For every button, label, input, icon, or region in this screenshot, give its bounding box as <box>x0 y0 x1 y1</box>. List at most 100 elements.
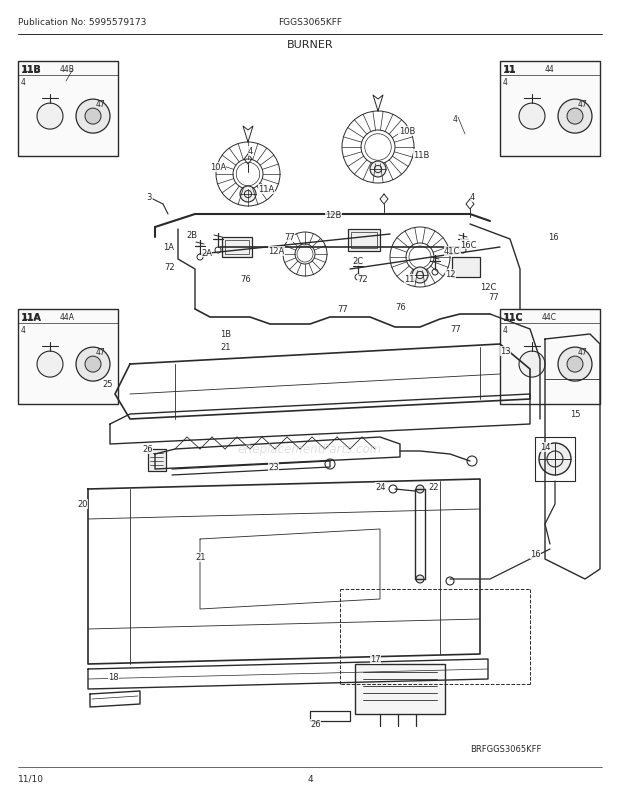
Circle shape <box>558 100 592 134</box>
Text: 44C: 44C <box>542 313 557 322</box>
Circle shape <box>240 187 256 203</box>
Text: 47: 47 <box>578 347 588 357</box>
Text: 1A: 1A <box>163 243 174 252</box>
Text: 41C: 41C <box>444 247 461 256</box>
Text: 11B: 11B <box>413 150 430 160</box>
Text: 25: 25 <box>102 380 112 389</box>
Text: 77: 77 <box>284 233 295 242</box>
Text: 47: 47 <box>96 347 106 357</box>
Text: 16C: 16C <box>460 241 477 249</box>
Text: 77: 77 <box>337 305 348 314</box>
Text: 4: 4 <box>453 115 458 124</box>
Text: 12A: 12A <box>268 247 284 256</box>
Text: 1B: 1B <box>220 330 231 339</box>
Text: 11: 11 <box>404 275 415 284</box>
Circle shape <box>370 162 386 178</box>
Text: 72: 72 <box>357 275 368 284</box>
Text: 44B: 44B <box>60 65 75 74</box>
Text: FGGS3065KFF: FGGS3065KFF <box>278 18 342 27</box>
Text: 11: 11 <box>503 65 515 74</box>
Text: 21: 21 <box>220 343 231 352</box>
Text: 16: 16 <box>530 550 541 559</box>
Text: 77: 77 <box>488 294 498 302</box>
Text: 4: 4 <box>21 326 26 334</box>
Bar <box>355 664 445 714</box>
Bar <box>18 310 118 404</box>
Text: 2B: 2B <box>187 230 198 239</box>
Text: 44: 44 <box>545 65 555 74</box>
Text: 3: 3 <box>146 193 152 202</box>
Text: 44A: 44A <box>60 313 75 322</box>
Circle shape <box>567 109 583 125</box>
Text: 21: 21 <box>195 553 205 561</box>
Text: BRFGGS3065KFF: BRFGGS3065KFF <box>470 744 541 753</box>
Text: 11B: 11B <box>21 65 42 75</box>
Text: 11A: 11A <box>21 313 42 322</box>
Text: 77: 77 <box>450 325 461 334</box>
Text: 10B: 10B <box>399 128 415 136</box>
Bar <box>18 62 118 157</box>
Text: 15: 15 <box>570 410 580 419</box>
Text: 23: 23 <box>268 463 278 472</box>
Text: BURNER: BURNER <box>286 40 334 50</box>
Text: 26: 26 <box>310 719 321 728</box>
Text: 72: 72 <box>164 263 175 272</box>
Text: 20: 20 <box>78 500 88 508</box>
Text: 11B: 11B <box>21 65 40 74</box>
Text: 2A: 2A <box>201 248 212 257</box>
Circle shape <box>85 109 101 125</box>
Text: 2C: 2C <box>352 257 363 266</box>
Circle shape <box>37 351 63 378</box>
Circle shape <box>76 347 110 382</box>
Text: 47: 47 <box>96 100 106 109</box>
Text: 22: 22 <box>428 483 438 492</box>
Text: 26: 26 <box>142 445 153 454</box>
Text: 18: 18 <box>108 673 118 682</box>
Circle shape <box>76 100 110 134</box>
Text: 12: 12 <box>445 270 456 279</box>
Text: 4: 4 <box>248 148 253 156</box>
Circle shape <box>416 575 424 583</box>
Text: 76: 76 <box>395 303 405 312</box>
Circle shape <box>519 351 545 378</box>
Text: 16: 16 <box>548 233 559 242</box>
Circle shape <box>416 485 424 493</box>
Text: 76: 76 <box>240 275 250 284</box>
Circle shape <box>412 268 428 284</box>
Circle shape <box>519 104 545 130</box>
Text: 10A: 10A <box>210 164 226 172</box>
Text: eReplacementParts.com: eReplacementParts.com <box>238 443 382 456</box>
Circle shape <box>567 357 583 373</box>
Bar <box>225 241 249 255</box>
Circle shape <box>539 444 571 476</box>
Circle shape <box>37 104 63 130</box>
Text: 4: 4 <box>503 326 508 334</box>
Bar <box>351 233 377 249</box>
Text: 11: 11 <box>503 65 516 75</box>
Text: 12C: 12C <box>480 283 497 292</box>
Text: 13: 13 <box>500 347 511 356</box>
Text: 14: 14 <box>540 443 551 452</box>
Text: 11/10: 11/10 <box>18 774 44 783</box>
Text: 11A: 11A <box>21 313 40 322</box>
Bar <box>222 237 252 257</box>
Text: 4: 4 <box>307 774 313 783</box>
Circle shape <box>85 357 101 373</box>
Bar <box>500 62 600 157</box>
Bar <box>348 229 380 252</box>
Text: 4: 4 <box>470 193 476 202</box>
Text: 11A: 11A <box>258 185 274 194</box>
Circle shape <box>558 347 592 382</box>
Text: 11C: 11C <box>503 313 524 322</box>
Bar <box>452 257 480 277</box>
Text: 4: 4 <box>21 78 26 87</box>
Text: 12B: 12B <box>325 210 342 219</box>
Text: 11C: 11C <box>503 313 522 322</box>
Text: Publication No: 5995579173: Publication No: 5995579173 <box>18 18 146 27</box>
Text: 4: 4 <box>503 78 508 87</box>
Text: 17: 17 <box>370 654 381 664</box>
Bar <box>535 437 575 481</box>
Text: 47: 47 <box>578 100 588 109</box>
Bar <box>148 449 166 472</box>
Text: 24: 24 <box>375 483 386 492</box>
